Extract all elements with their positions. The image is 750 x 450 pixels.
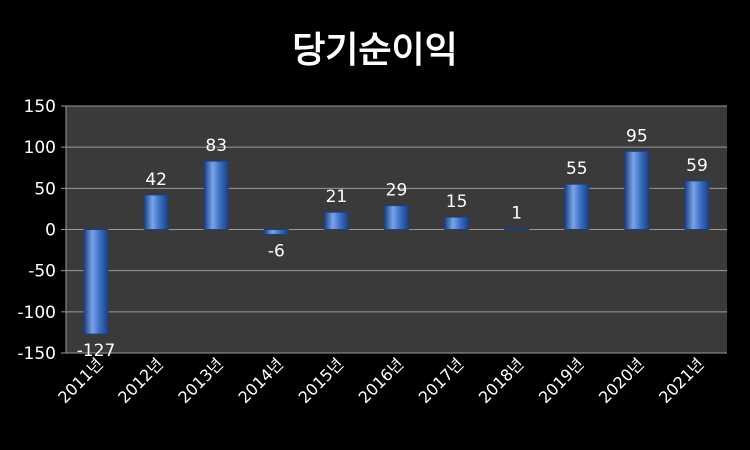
chart-title: 당기순이익 [292,30,458,71]
y-tick-label: 0 [45,221,56,241]
bar [323,211,349,231]
x-tick-label: 2017년 [415,354,468,407]
data-label: 29 [386,181,408,201]
x-tick-label: 2012년 [114,354,167,407]
bar [83,229,109,335]
x-tick-label: 2011년 [54,354,107,407]
bar [143,194,169,230]
bar [203,160,229,230]
x-tick-label: 2018년 [475,354,528,407]
bar [564,183,590,230]
x-tick-label: 2020년 [595,354,648,407]
x-tick-label: 2013년 [174,354,227,407]
x-tick-label: 2021년 [655,354,708,407]
x-tick-label: 2014년 [235,354,288,407]
y-tick-label: -50 [28,262,56,282]
bar [504,228,530,231]
x-tick-label: 2019년 [535,354,588,407]
bar [263,229,289,235]
x-tick-label: 2015년 [295,354,348,407]
data-label: 83 [205,136,227,156]
bar [384,205,409,231]
bar [444,216,470,230]
y-tick-label: -150 [17,344,56,364]
data-label: 15 [446,192,468,212]
data-label: 59 [686,156,708,176]
x-tick-label: 2016년 [355,354,408,407]
data-label: -127 [77,341,116,361]
y-tick-label: -100 [17,303,56,323]
data-label: 42 [145,170,167,190]
data-label: 55 [566,159,588,179]
bar [684,180,710,231]
data-label: 1 [511,204,522,224]
y-tick-label: 50 [34,179,56,199]
y-tick-label: 150 [24,97,56,117]
data-label: 95 [626,126,648,146]
bar [624,150,650,231]
data-label: 21 [326,187,348,207]
data-label: -6 [268,241,285,261]
y-tick-label: 100 [24,138,56,158]
